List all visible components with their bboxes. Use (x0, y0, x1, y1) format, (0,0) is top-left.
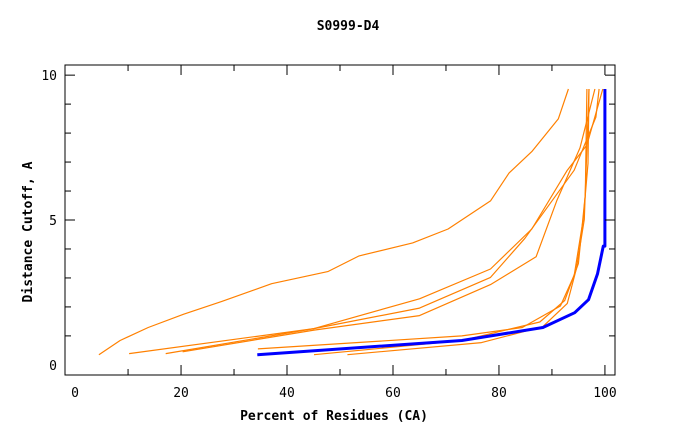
x-tick-label: 40 (279, 386, 295, 401)
y-tick-label: 10 (41, 69, 57, 84)
y-tick-label: 5 (49, 214, 57, 229)
tick-layer (65, 65, 615, 375)
series-line (165, 88, 600, 355)
tick-labels: 0 20 40 60 80 100 0 5 10 (41, 69, 616, 401)
x-tick-label: 20 (173, 386, 189, 401)
x-axis-label: Percent of Residues (CA) (240, 409, 428, 424)
series-line (313, 88, 588, 356)
series-line (347, 88, 590, 356)
y-tick-label: 0 (49, 359, 57, 374)
x-tick-label: 0 (71, 386, 79, 401)
chart-title: S0999-D4 (317, 19, 380, 34)
series-line (129, 88, 604, 355)
plot-frame (64, 64, 616, 376)
x-tick-label: 100 (593, 386, 616, 401)
series-line (257, 88, 590, 350)
x-tick-label: 80 (491, 386, 507, 401)
x-tick-label: 60 (385, 386, 401, 401)
series-line (182, 88, 596, 353)
highlighted-series-line (257, 89, 607, 357)
series-line (98, 88, 569, 356)
y-axis-label: Distance Cutoff, A (21, 161, 36, 302)
series-layer (98, 88, 607, 357)
